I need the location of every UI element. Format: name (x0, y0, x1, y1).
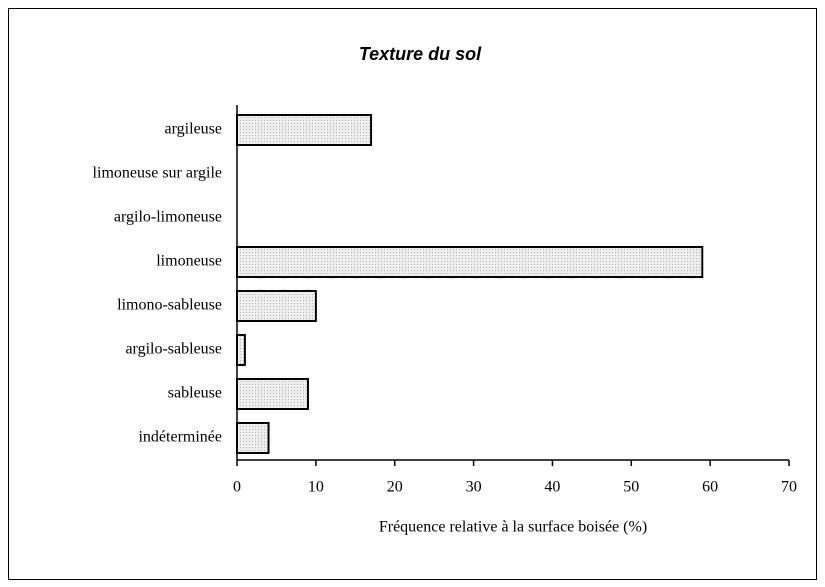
y-tick-label: argileuse (165, 121, 222, 138)
bar (236, 290, 317, 322)
y-tick-label: limoneuse (156, 253, 222, 270)
x-tick-label: 20 (387, 479, 403, 496)
bar (236, 378, 309, 410)
bar (236, 246, 704, 278)
y-tick-label: limoneuse sur argile (93, 165, 222, 182)
bar (236, 114, 373, 146)
x-tick-label: 60 (702, 479, 718, 496)
x-axis-label: Fréquence relative à la surface boisée (… (379, 519, 647, 536)
y-tick-label: argilo-sableuse (125, 341, 222, 358)
chart-title: Texture du sol (359, 44, 482, 64)
x-tick-label: 40 (544, 479, 560, 496)
bar (236, 422, 270, 454)
y-tick-label: indéterminée (138, 429, 222, 446)
y-tick-label: limono-sableuse (117, 297, 222, 314)
x-tick-label: 70 (781, 479, 797, 496)
y-tick-label: argilo-limoneuse (114, 209, 222, 226)
x-tick-label: 50 (623, 479, 639, 496)
x-tick-label: 30 (466, 479, 482, 496)
x-tick-label: 10 (308, 479, 324, 496)
bar (236, 334, 246, 366)
frame (8, 8, 817, 580)
y-tick-label: sableuse (168, 385, 222, 402)
x-tick-label: 0 (233, 479, 241, 496)
